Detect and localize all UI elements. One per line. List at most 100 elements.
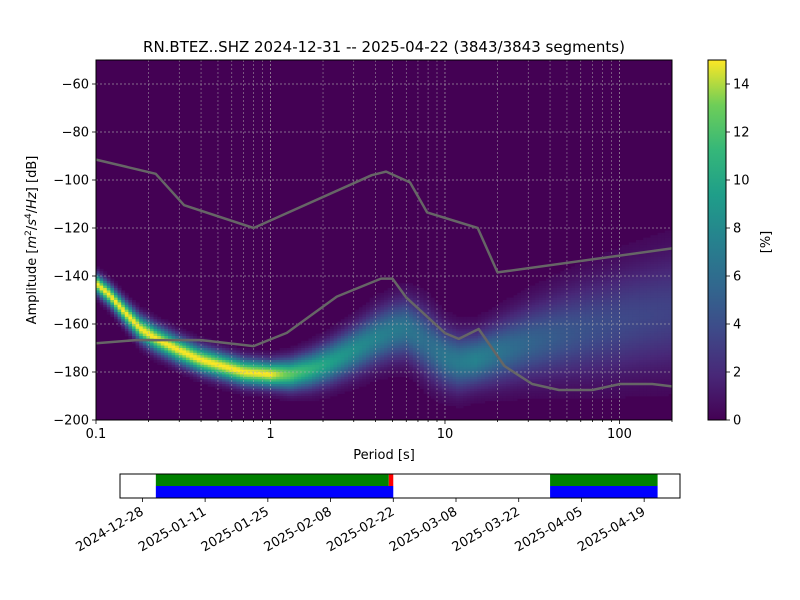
heatmap-cell: [549, 285, 554, 289]
heatmap-cell: [211, 360, 216, 363]
heatmap-cell: [510, 376, 514, 380]
heatmap-cell: [340, 352, 345, 356]
heatmap-cell: [258, 357, 262, 361]
heatmap-cell: [474, 321, 478, 325]
heatmap-cell: [369, 352, 374, 356]
heatmap-cell: [182, 331, 187, 334]
heatmap-cell: [366, 379, 370, 382]
heatmap-cell: [506, 321, 511, 325]
heatmap-cell: [585, 297, 590, 301]
heatmap-cell: [567, 314, 572, 318]
heatmap-cell: [135, 319, 140, 322]
heatmap-cell: [564, 376, 568, 380]
heatmap-cell: [470, 340, 475, 344]
heatmap-cell: [301, 388, 306, 392]
heatmap-cell: [373, 324, 378, 327]
heatmap-cell: [585, 396, 590, 399]
heatmap-cell: [592, 386, 597, 390]
heatmap-cell: [250, 384, 255, 387]
heatmap-cell: [135, 336, 140, 339]
heatmap-cell: [567, 316, 572, 320]
heatmap-cell: [200, 357, 205, 361]
heatmap-cell: [441, 321, 446, 325]
heatmap-cell: [564, 273, 568, 277]
heatmap-cell: [513, 321, 518, 325]
heatmap-cell: [474, 331, 478, 334]
heatmap-cell: [207, 362, 212, 366]
heatmap-cell: [546, 302, 550, 306]
heatmap-cell: [484, 355, 489, 358]
heatmap-cell: [520, 319, 525, 322]
heatmap-cell: [279, 379, 284, 382]
heatmap-cell: [466, 381, 471, 385]
heatmap-cell: [272, 381, 277, 385]
heatmap-cell: [247, 381, 252, 385]
heatmap-cell: [481, 314, 486, 318]
heatmap-cell: [625, 268, 630, 272]
heatmap-cell: [621, 331, 626, 334]
heatmap-cell: [376, 343, 381, 346]
heatmap-cell: [304, 384, 309, 387]
heatmap-cell: [470, 367, 475, 370]
heatmap-cell: [488, 352, 493, 356]
heatmap-cell: [506, 333, 511, 337]
heatmap-cell: [236, 348, 241, 351]
heatmap-cell: [600, 372, 604, 375]
heatmap-cell: [369, 345, 374, 349]
heatmap-cell: [189, 367, 194, 370]
heatmap-cell: [196, 362, 201, 366]
heatmap-cell: [409, 333, 414, 337]
heatmap-cell: [268, 376, 273, 380]
heatmap-cell: [585, 273, 590, 277]
heatmap-cell: [585, 309, 590, 313]
heatmap-cell: [178, 362, 183, 366]
heatmap-cell: [459, 379, 464, 382]
heatmap-cell: [175, 352, 180, 356]
heatmap-cell: [142, 307, 147, 310]
heatmap-cell: [132, 321, 136, 325]
heatmap-cell: [182, 336, 187, 339]
heatmap-cell: [351, 338, 356, 342]
heatmap-cell: [315, 333, 320, 337]
heatmap-cell: [416, 345, 421, 349]
heatmap-cell: [294, 352, 298, 356]
heatmap-cell: [247, 391, 252, 394]
heatmap-cell: [625, 288, 630, 291]
heatmap-cell: [193, 374, 198, 378]
heatmap-cell: [362, 336, 367, 339]
heatmap-cell: [607, 333, 612, 337]
heatmap-cell: [358, 367, 363, 370]
heatmap-cell: [556, 304, 561, 308]
heatmap-cell: [474, 348, 478, 351]
heatmap-cell: [524, 386, 529, 390]
heatmap-cell: [193, 362, 198, 366]
heatmap-cell: [171, 355, 176, 358]
heatmap-cell: [560, 307, 565, 310]
heatmap-cell: [409, 372, 414, 375]
heatmap-cell: [484, 324, 489, 327]
heatmap-cell: [160, 343, 165, 346]
heatmap-cell: [618, 264, 622, 267]
heatmap-cell: [549, 396, 554, 399]
heatmap-cell: [549, 326, 554, 330]
heatmap-cell: [542, 352, 547, 356]
heatmap-cell: [564, 285, 568, 289]
heatmap-cell: [571, 393, 576, 397]
heatmap-cell: [510, 362, 514, 366]
heatmap-cell: [517, 376, 522, 380]
heatmap-cell: [474, 381, 478, 385]
heatmap-cell: [355, 328, 360, 332]
heatmap-cell: [146, 340, 151, 344]
heatmap-cell: [200, 348, 205, 351]
heatmap-cell: [556, 384, 561, 387]
heatmap-cell: [304, 381, 309, 385]
heatmap-cell: [542, 283, 547, 286]
heatmap-cell: [272, 364, 277, 368]
heatmap-cell: [506, 331, 511, 334]
heatmap-cell: [409, 312, 414, 315]
heatmap-cell: [175, 333, 180, 337]
heatmap-cell: [358, 328, 363, 332]
heatmap-cell: [315, 348, 320, 351]
heatmap-cell: [405, 364, 410, 368]
heatmap-cell: [193, 360, 198, 363]
